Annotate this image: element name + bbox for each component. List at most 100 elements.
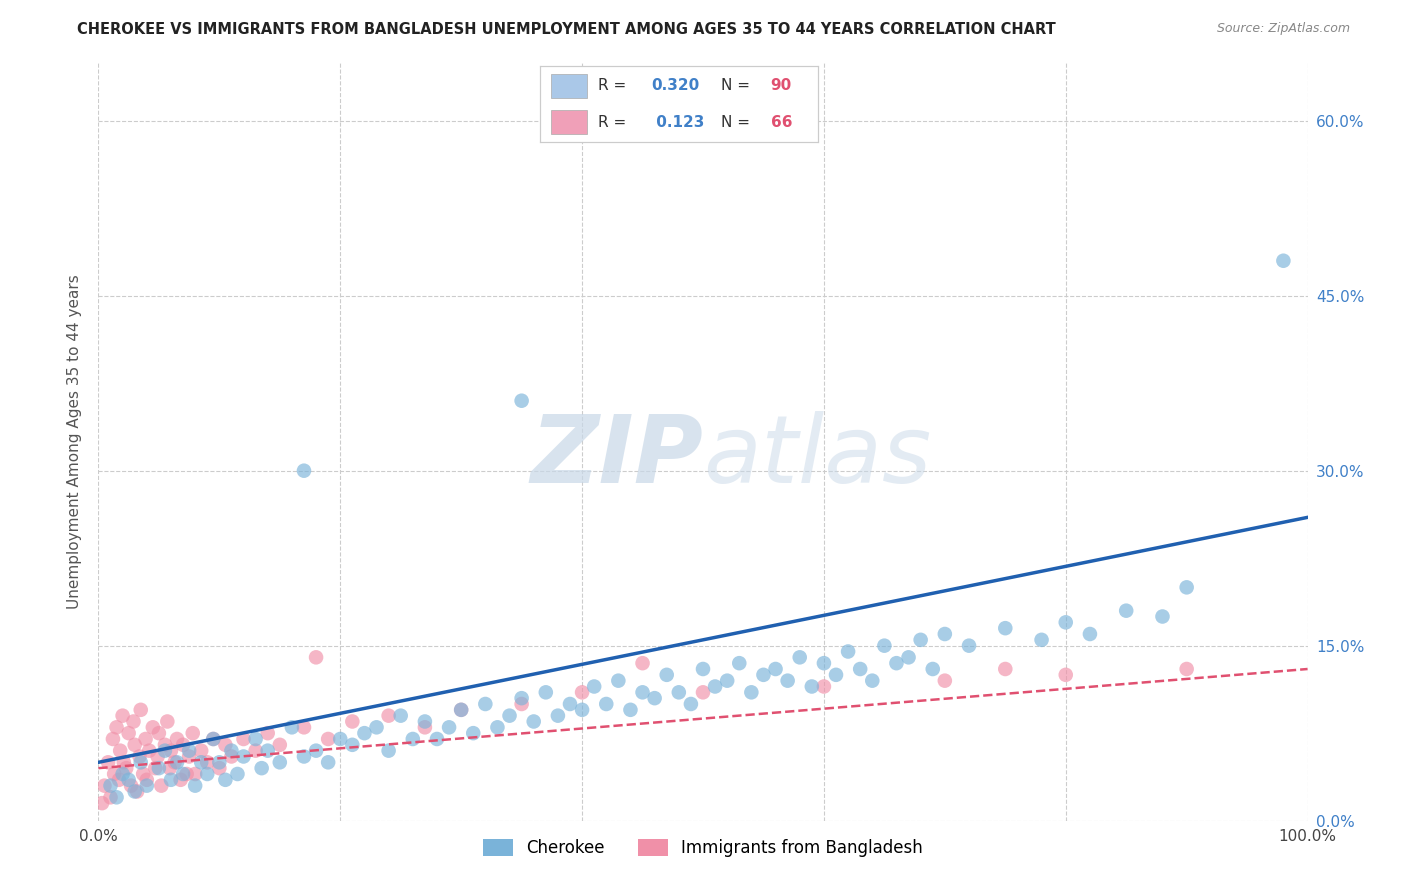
Text: atlas: atlas (703, 411, 931, 502)
Point (100, 790, 122, 805)
Point (103, 767, 125, 781)
Point (160, 772, 183, 787)
Point (172, 738, 194, 752)
Point (221, 744, 243, 758)
Point (377, 744, 399, 758)
Point (305, 650, 328, 665)
Point (377, 708, 399, 723)
Point (221, 749, 243, 764)
Point (389, 708, 412, 723)
Point (146, 749, 169, 764)
Point (292, 749, 315, 764)
Point (752, 668, 775, 682)
Point (281, 720, 304, 734)
Point (128, 749, 150, 764)
Point (813, 656, 835, 670)
Legend: Cherokee, Immigrants from Bangladesh: Cherokee, Immigrants from Bangladesh (475, 830, 931, 865)
Point (450, 703, 472, 717)
Point (153, 738, 176, 752)
Point (474, 697, 496, 711)
Point (214, 738, 236, 752)
Point (184, 767, 207, 781)
Point (316, 756, 339, 770)
Point (486, 720, 509, 734)
Point (934, 673, 956, 688)
Point (132, 767, 155, 781)
Point (1031, 632, 1053, 647)
Point (1175, 662, 1198, 676)
Point (129, 703, 152, 717)
Point (934, 627, 956, 641)
Point (190, 744, 212, 758)
Point (631, 685, 654, 699)
Point (93, 779, 115, 793)
Point (112, 756, 135, 770)
Point (256, 744, 278, 758)
Point (127, 784, 149, 798)
Point (122, 714, 145, 729)
Point (571, 703, 593, 717)
Point (921, 662, 943, 676)
Point (849, 662, 872, 676)
Point (437, 720, 460, 734)
Point (120, 779, 142, 793)
Point (256, 726, 278, 740)
Point (250, 761, 273, 775)
Point (1152, 609, 1174, 624)
Point (342, 738, 364, 752)
Point (813, 680, 835, 694)
Point (740, 685, 762, 699)
Point (195, 756, 218, 770)
Point (402, 731, 425, 746)
Point (166, 756, 188, 770)
Point (97, 756, 120, 770)
Point (619, 703, 641, 717)
Point (510, 697, 533, 711)
Point (292, 720, 315, 734)
Point (169, 772, 191, 787)
Point (135, 772, 157, 787)
Point (644, 691, 666, 706)
Point (135, 779, 157, 793)
Point (668, 685, 690, 699)
Point (583, 680, 606, 694)
Point (124, 738, 146, 752)
Point (179, 744, 201, 758)
Point (105, 790, 128, 805)
Point (143, 761, 166, 775)
Point (886, 656, 908, 670)
Point (450, 703, 472, 717)
Point (305, 744, 328, 758)
Point (245, 731, 267, 746)
Point (1175, 580, 1198, 594)
Point (111, 708, 134, 723)
Point (156, 714, 179, 729)
Point (129, 756, 152, 770)
Point (232, 749, 254, 764)
Point (316, 731, 339, 746)
Point (498, 708, 520, 723)
Point (160, 744, 183, 758)
Point (426, 731, 449, 746)
Point (138, 744, 160, 758)
Point (108, 744, 131, 758)
Point (245, 744, 267, 758)
Point (716, 673, 738, 688)
Point (897, 650, 920, 665)
Point (910, 632, 932, 647)
Point (195, 767, 218, 781)
Point (202, 731, 225, 746)
Point (800, 680, 823, 694)
Y-axis label: Unemployment Among Ages 35 to 44 years: Unemployment Among Ages 35 to 44 years (67, 274, 83, 609)
Point (1272, 253, 1295, 268)
Point (226, 767, 249, 781)
Point (704, 680, 727, 694)
Point (679, 697, 702, 711)
Point (510, 393, 533, 408)
Point (957, 639, 980, 653)
Point (510, 691, 533, 706)
Point (413, 720, 436, 734)
Point (776, 673, 799, 688)
Point (91, 796, 114, 810)
Point (208, 761, 231, 775)
